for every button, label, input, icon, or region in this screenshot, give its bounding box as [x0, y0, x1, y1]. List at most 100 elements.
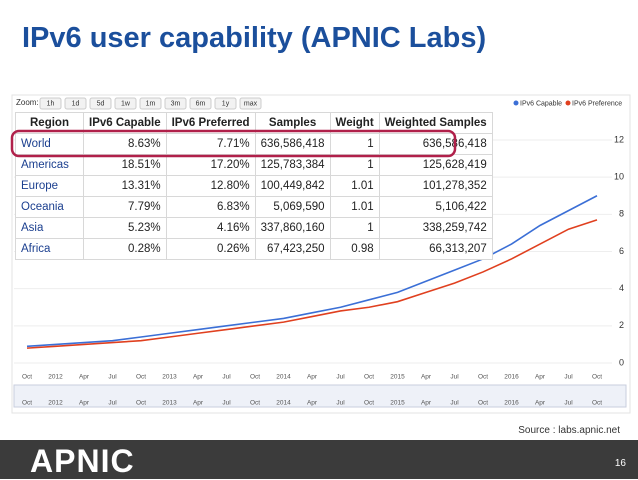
x-tick-label: 2014 [276, 374, 291, 381]
navigator-label: 2014 [276, 400, 291, 407]
zoom-button[interactable]: 1y [222, 100, 230, 107]
zoom-button[interactable]: 1d [72, 100, 80, 107]
y-tick-label: 6 [619, 246, 624, 256]
table-row: Europe 13.31% 12.80% 100,449,842 1.01 101,278… [15, 175, 493, 197]
x-tick-label: Oct [22, 374, 32, 381]
x-tick-label: Apr [79, 374, 90, 381]
table-cell: 337,860,160 [254, 217, 331, 239]
zoom-button[interactable]: 6m [196, 100, 206, 107]
x-tick-label: Oct [478, 374, 488, 381]
navigator-label: Jul [564, 400, 573, 407]
table-cell: 7.79% [83, 196, 167, 218]
x-tick-label: Jul [450, 374, 459, 381]
y-tick-label: 4 [619, 283, 624, 293]
series-line [26, 195, 598, 348]
table-cell: 5.23% [83, 217, 167, 239]
source: Source : labs.apnic.net [518, 425, 620, 436]
table-cell: 66,313,207 [378, 238, 493, 260]
navigator-label: Jul [450, 400, 459, 407]
zoom-button-bg [164, 97, 187, 110]
zoom-button[interactable]: 3m [171, 100, 181, 107]
column-header: Region [15, 112, 84, 134]
footer-bar [0, 440, 638, 479]
navigator-label: Apr [79, 400, 90, 407]
x-tick-label: Jul [564, 374, 573, 381]
zoom-button-bg [189, 97, 212, 110]
table-cell: 13.31% [83, 175, 167, 197]
zoom-button-bg [114, 97, 137, 110]
column-header: Weight [329, 112, 380, 134]
table-cell: Americas [15, 154, 84, 176]
table-cell: 636,586,418 [378, 133, 493, 155]
table-cell: 636,586,418 [254, 133, 331, 155]
zoom-button-bg [64, 97, 87, 110]
y-tick-label: 8 [619, 209, 624, 219]
column-header: Samples [254, 112, 331, 134]
x-tick-label: Jul [222, 374, 231, 381]
table-cell: 0.26% [165, 238, 256, 260]
navigator-label: 2013 [162, 400, 177, 407]
navigator-label: 2016 [504, 400, 519, 407]
navigator-label: Oct [364, 400, 374, 407]
zoom-button[interactable]: 1w [121, 100, 131, 107]
zoom-button[interactable]: 1h [47, 100, 55, 107]
navigator-label: 2012 [48, 400, 63, 407]
table-cell: 17.20% [165, 154, 256, 176]
table-cell: 67,423,250 [254, 238, 331, 260]
x-tick-label: 2013 [162, 374, 177, 381]
navigator-label: Apr [421, 400, 432, 407]
table-cell: 125,628,419 [378, 154, 493, 176]
table-cell: Africa [15, 238, 84, 260]
table-cell: 0.98 [329, 238, 380, 260]
table-cell: 7.71% [165, 133, 256, 155]
table-cell: 5,069,590 [254, 196, 331, 218]
table-cell: Europe [15, 175, 84, 197]
zoom-button-bg [89, 97, 112, 110]
legend-label: IPv6 Preference [572, 100, 622, 107]
slide-title: IPv6 user capability (APNIC Labs) [22, 22, 487, 54]
table-row: Americas 18.51% 17.20% 125,783,384 1 125,628,… [15, 154, 493, 176]
table-cell: World [15, 133, 84, 155]
region-table: Region IPv6 Capable IPv6 Preferred Samples W… [15, 112, 493, 260]
table-row: Oceania 7.79% 6.83% 5,069,590 1.01 5,106,422 [15, 196, 493, 218]
navigator-label: Apr [535, 400, 546, 407]
zoom-label: Zoom: [16, 98, 39, 107]
zoom-button[interactable]: 1m [146, 100, 156, 107]
table-cell: Oceania [15, 196, 84, 218]
x-tick-label: Apr [307, 374, 318, 381]
x-tick-label: Oct [250, 374, 260, 381]
column-header: Weighted Samples [378, 112, 493, 134]
table-row: Asia 5.23% 4.16% 337,860,160 1 338,259,742 [15, 217, 493, 239]
x-tick-label: Apr [193, 374, 204, 381]
navigator-label: Jul [222, 400, 231, 407]
x-tick-label: 2016 [504, 374, 519, 381]
zoom-button[interactable]: 5d [97, 100, 105, 107]
table-cell: 8.63% [83, 133, 167, 155]
table-cell: 4.16% [165, 217, 256, 239]
x-tick-label: Oct [136, 374, 146, 381]
table-cell: 1 [329, 133, 380, 155]
navigator-label: Oct [136, 400, 146, 407]
zoom-button[interactable]: max [244, 100, 258, 107]
x-tick-label: Oct [592, 374, 602, 381]
y-tick-label: 0 [619, 357, 624, 367]
legend-swatch [513, 100, 519, 106]
y-tick-label: 10 [614, 172, 624, 182]
zoom-button-bg [39, 97, 62, 110]
legend-label: IPv6 Capable [520, 100, 562, 107]
table-cell: 6.83% [165, 196, 256, 218]
y-tick-label: 2 [619, 320, 624, 330]
x-tick-label: Jul [336, 374, 345, 381]
table-row: World 8.63% 7.71% 636,586,418 1 636,586,418 [15, 133, 493, 155]
x-tick-label: 2015 [390, 374, 405, 381]
navigator-label: Jul [108, 400, 117, 407]
zoom-button-bg [139, 97, 162, 110]
navigator-label: Oct [22, 400, 32, 407]
x-tick-label: Jul [108, 374, 117, 381]
navigator [13, 384, 627, 408]
y-tick-label: 12 [614, 134, 624, 144]
table-cell: 1.01 [329, 196, 380, 218]
column-header: IPv6 Preferred [165, 112, 256, 134]
table-cell: 18.51% [83, 154, 167, 176]
